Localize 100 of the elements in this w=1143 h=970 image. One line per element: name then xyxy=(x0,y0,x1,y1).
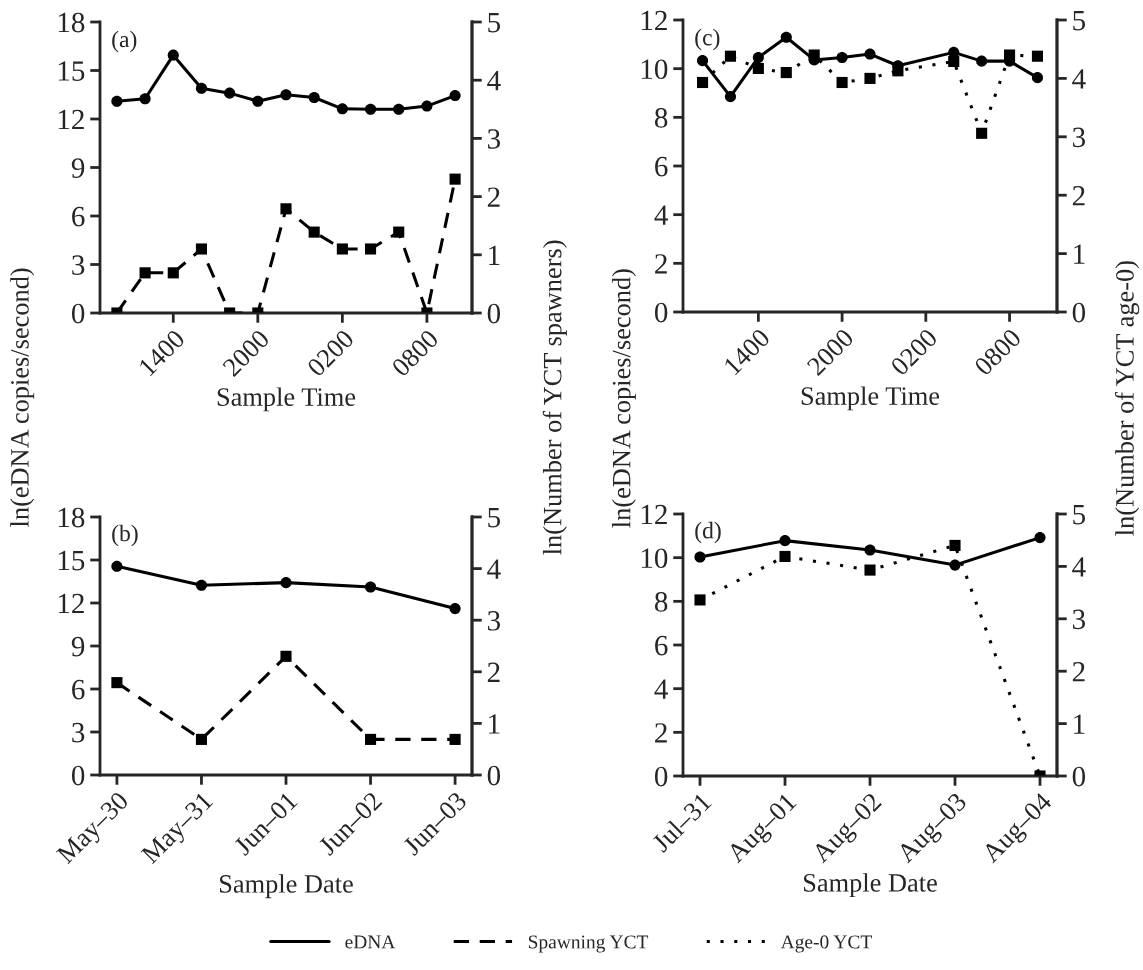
point xyxy=(780,67,792,79)
point xyxy=(167,267,179,279)
y2-tick-label: 4 xyxy=(487,559,501,579)
y2-axis-title: ln(Number of YCT spawners) xyxy=(542,240,567,555)
y-tick-label: 2 xyxy=(655,254,667,274)
point xyxy=(449,173,461,185)
y2-tick-label: 3 xyxy=(487,611,501,631)
point xyxy=(364,733,377,745)
point xyxy=(892,65,904,77)
y-tick-label: 0 xyxy=(654,766,668,787)
y2-axis-title: ln(Number of YCT age-0) xyxy=(1114,261,1140,536)
point xyxy=(948,55,960,68)
y2-tick-label: 4 xyxy=(1072,557,1086,577)
y2-tick-label: 5 xyxy=(1073,505,1086,525)
annotation: (d) xyxy=(695,521,721,544)
y-axis-title: ln(eDNA copies/second) xyxy=(611,269,636,528)
y-tick-label: 0 xyxy=(71,765,85,786)
point xyxy=(421,100,433,112)
point xyxy=(949,539,961,551)
x-axis-title: Sample Time xyxy=(801,386,940,411)
point xyxy=(336,243,348,255)
point xyxy=(195,82,208,94)
point xyxy=(111,95,123,107)
point xyxy=(836,51,848,64)
y2-tick-label: 2 xyxy=(487,662,500,682)
point xyxy=(224,87,236,99)
y-tick-label: 6 xyxy=(655,156,668,177)
y2-tick-label: 5 xyxy=(488,508,501,528)
y2-tick-label: 1 xyxy=(489,245,500,265)
y2-tick-label: 3 xyxy=(1072,609,1086,630)
y-tick-label: 3 xyxy=(72,255,85,275)
y-tick-label: 6 xyxy=(72,206,85,227)
point xyxy=(696,55,709,67)
y-tick-label: 12 xyxy=(641,504,667,525)
x-tick-label: 0200 xyxy=(306,328,355,378)
y2-tick-label: 2 xyxy=(1072,662,1085,682)
y-tick-label: 10 xyxy=(641,548,668,569)
point xyxy=(195,243,208,255)
point xyxy=(111,677,123,689)
y-tick-label: 0 xyxy=(71,303,85,324)
legend-label: Spawning YCT xyxy=(528,935,649,953)
x-tick-label: 0200 xyxy=(889,327,939,377)
point xyxy=(139,267,151,279)
y2-tick-label: 2 xyxy=(487,187,500,207)
y-tick-label: 15 xyxy=(58,61,85,81)
point xyxy=(393,103,405,115)
point xyxy=(280,577,292,589)
y2-tick-label: 1 xyxy=(1074,714,1085,734)
point xyxy=(864,48,876,60)
x-axis-title: Sample Date xyxy=(803,873,937,898)
y-tick-label: 9 xyxy=(71,636,85,657)
point xyxy=(111,560,123,572)
point xyxy=(864,564,876,576)
y2-tick-label: 0 xyxy=(1072,302,1086,323)
point xyxy=(976,127,988,139)
y-tick-label: 6 xyxy=(72,679,85,700)
point xyxy=(752,62,764,75)
point xyxy=(976,55,988,67)
y-tick-label: 6 xyxy=(655,635,668,656)
point xyxy=(864,72,876,84)
point xyxy=(280,89,292,101)
annotation: (b) xyxy=(112,524,138,547)
y2-tick-label: 3 xyxy=(487,129,501,149)
point xyxy=(694,594,706,606)
y-tick-label: 12 xyxy=(58,109,84,130)
x-axis-title: Sample Time xyxy=(217,387,356,412)
point xyxy=(393,226,405,238)
legend-label: eDNA xyxy=(345,935,396,949)
point xyxy=(167,49,179,61)
point xyxy=(779,550,791,562)
point xyxy=(195,579,208,591)
y2-tick-label: 0 xyxy=(1072,766,1086,787)
point xyxy=(752,51,764,64)
y-tick-label: 15 xyxy=(58,550,85,571)
x-axis-title: Sample Date xyxy=(219,874,353,899)
x-tick-label: 0800 xyxy=(973,327,1022,377)
y-tick-label: 18 xyxy=(58,507,85,528)
y2-tick-label: 0 xyxy=(487,303,501,324)
point xyxy=(780,31,792,43)
point xyxy=(195,733,208,745)
point xyxy=(1031,50,1044,62)
y-tick-label: 9 xyxy=(71,158,85,178)
y-tick-label: 8 xyxy=(654,108,668,128)
annotation: (c) xyxy=(695,28,720,51)
y-tick-label: 10 xyxy=(641,59,668,80)
point xyxy=(449,603,461,615)
point xyxy=(696,76,709,89)
y-tick-label: 4 xyxy=(654,679,668,699)
point xyxy=(336,103,348,115)
point xyxy=(836,76,848,89)
point xyxy=(1031,72,1044,84)
point xyxy=(280,650,292,662)
point xyxy=(1004,49,1016,61)
point xyxy=(724,91,736,103)
point xyxy=(252,95,264,107)
point xyxy=(139,93,151,105)
point xyxy=(308,91,320,104)
y2-tick-label: 5 xyxy=(488,13,501,33)
point xyxy=(280,203,292,215)
point xyxy=(449,733,461,745)
